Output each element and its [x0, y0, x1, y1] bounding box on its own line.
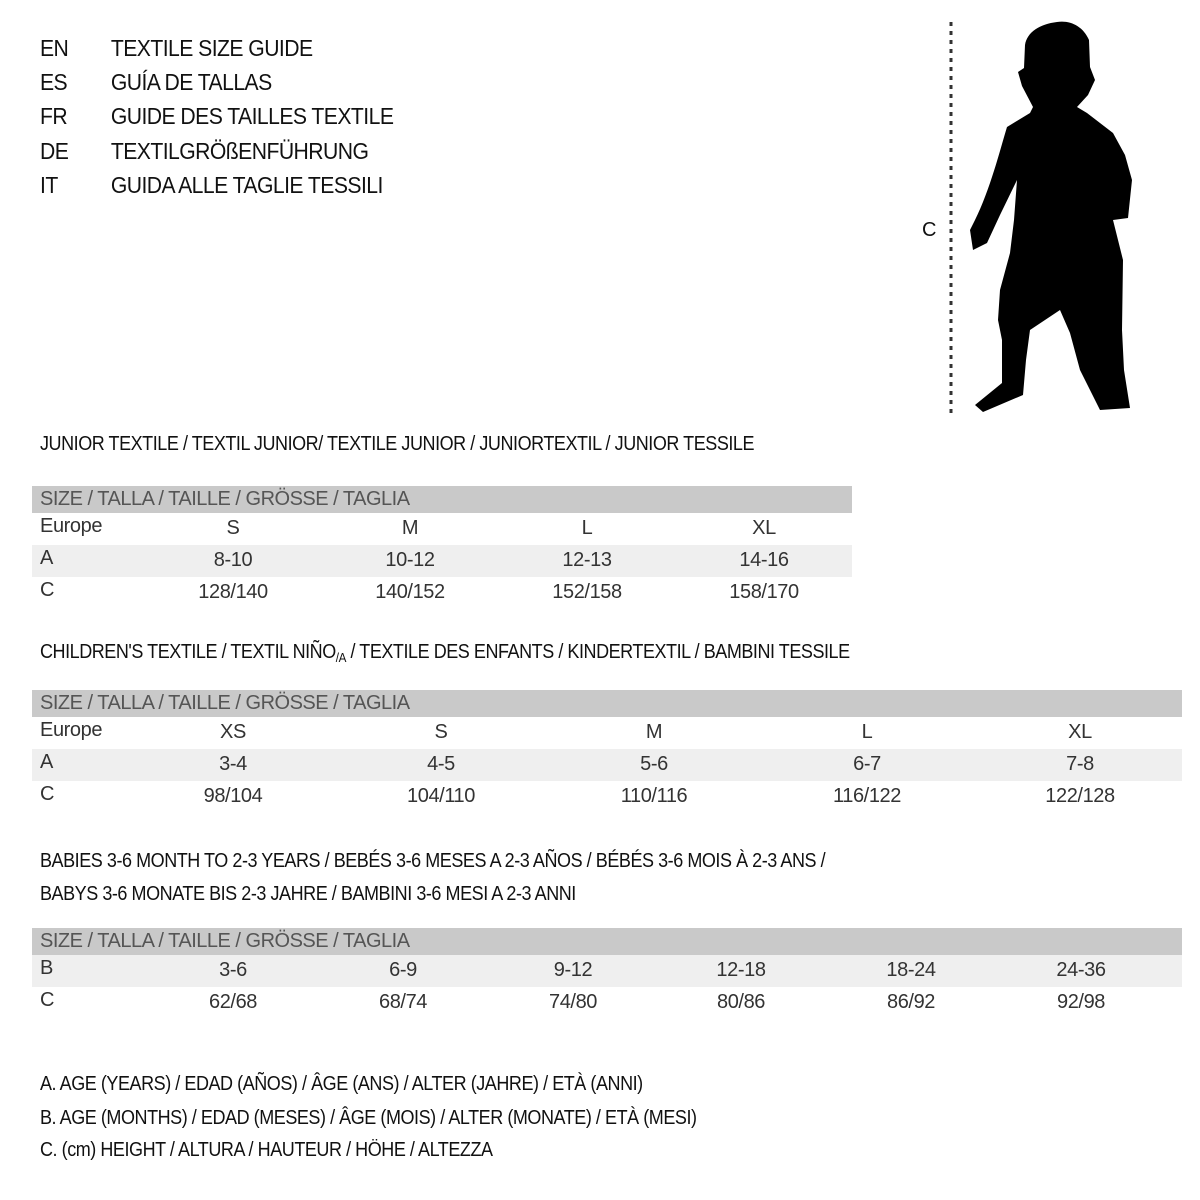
table-row: A 3-4 4-5 5-6 6-7 7-8	[32, 749, 1182, 781]
table-cell: 7-8	[1066, 753, 1094, 775]
table-cell: 10-12	[385, 549, 435, 571]
row-label: C	[40, 989, 55, 1011]
table-cell: 92/98	[1056, 991, 1106, 1013]
table-cell: 68/74	[378, 991, 428, 1013]
table-row: C 128/140 140/152 152/158 158/170	[32, 577, 852, 609]
table-cell: 110/116	[620, 785, 688, 807]
row-label: C	[40, 783, 55, 805]
row-label: Europe	[40, 515, 103, 537]
table-header: SIZE / TALLA / TAILLE / GRÖSSE / TAGLIA	[32, 928, 1182, 955]
table-cell: 8-10	[213, 549, 253, 571]
table-cell: 3-4	[219, 753, 247, 775]
title-text: CHILDREN'S TEXTILE / TEXTIL NIÑO	[40, 641, 336, 663]
children-section-title: CHILDREN'S TEXTILE / TEXTIL NIÑO/A / TEX…	[40, 641, 850, 665]
table-cell: XS	[220, 721, 246, 743]
legend-line-c: C. (cm) HEIGHT / ALTURA / HAUTEUR / HÖHE…	[40, 1139, 493, 1161]
table-row: C 98/104 104/110 110/116 116/122 122/128	[32, 781, 1182, 813]
legend-line-a: A. AGE (YEARS) / EDAD (AÑOS) / ÂGE (ANS)…	[40, 1073, 643, 1095]
table-header: SIZE / TALLA / TAILLE / GRÖSSE / TAGLIA	[32, 690, 1182, 717]
table-cell: 152/158	[552, 581, 622, 603]
table-cell: 4-5	[427, 753, 455, 775]
language-title: TEXTILE SIZE GUIDE	[110, 35, 313, 61]
row-label: A	[40, 751, 53, 773]
table-cell: 98/104	[203, 785, 263, 807]
table-cell: 62/68	[208, 991, 258, 1013]
row-label: C	[40, 579, 55, 601]
table-cell: XL	[1068, 721, 1092, 743]
language-line-it: IT GUIDA ALLE TAGLIE TESSILI	[40, 172, 383, 199]
table-cell: 86/92	[886, 991, 936, 1013]
language-code: ES	[40, 69, 68, 95]
table-cell: 24-36	[1056, 959, 1106, 981]
children-size-table: SIZE / TALLA / TAILLE / GRÖSSE / TAGLIA …	[32, 690, 1182, 813]
table-cell: 6-7	[853, 753, 881, 775]
language-title: GUIDA ALLE TAGLIE TESSILI	[110, 172, 384, 198]
table-row: Europe XS S M L XL	[32, 717, 1182, 749]
table-cell: L	[581, 517, 593, 539]
child-silhouette-figure	[949, 21, 1132, 414]
babies-section-title-line2: BABYS 3-6 MONATE BIS 2-3 JAHRE / BAMBINI…	[40, 883, 576, 905]
table-cell: S	[434, 721, 448, 743]
table-cell: 18-24	[886, 959, 936, 981]
table-row: B 3-6 6-9 9-12 12-18 18-24 24-36	[32, 955, 1182, 987]
language-line-es: ES GUÍA DE TALLAS	[40, 69, 272, 96]
language-line-fr: FR GUIDE DES TAILLES TEXTILE	[40, 103, 394, 130]
language-title: GUIDE DES TAILLES TEXTILE	[110, 103, 394, 129]
table-row: A 8-10 10-12 12-13 14-16	[32, 545, 852, 577]
language-title: GUÍA DE TALLAS	[110, 69, 272, 95]
row-label: Europe	[40, 719, 103, 741]
table-row: Europe S M L XL	[32, 513, 852, 545]
language-line-de: DE TEXTILGRÖßENFÜHRUNG	[40, 138, 369, 165]
junior-section-title: JUNIOR TEXTILE / TEXTIL JUNIOR/ TEXTILE …	[40, 433, 755, 455]
table-cell: 3-6	[219, 959, 247, 981]
table-cell: 14-16	[739, 549, 789, 571]
table-header: SIZE / TALLA / TAILLE / GRÖSSE / TAGLIA	[32, 486, 852, 513]
table-cell: 74/80	[548, 991, 598, 1013]
table-cell: 12-13	[562, 549, 612, 571]
table-cell: M	[401, 517, 419, 539]
table-cell: M	[645, 721, 663, 743]
babies-section-title-line1: BABIES 3-6 MONTH TO 2-3 YEARS / BEBÉS 3-…	[40, 850, 826, 872]
table-row: C 62/68 68/74 74/80 80/86 86/92 92/98	[32, 987, 1182, 1019]
table-cell: L	[861, 721, 873, 743]
table-cell: 128/140	[198, 581, 268, 603]
table-cell: 158/170	[729, 581, 799, 603]
language-code: EN	[40, 35, 69, 61]
table-cell: 12-18	[716, 959, 766, 981]
table-cell: 104/110	[406, 785, 476, 807]
table-cell: 9-12	[553, 959, 593, 981]
language-code: DE	[40, 138, 69, 164]
title-text: / TEXTILE DES ENFANTS / KINDERTEXTIL / B…	[345, 641, 850, 663]
title-subscript: /A	[335, 650, 347, 665]
language-code: FR	[40, 103, 68, 129]
language-title: TEXTILGRÖßENFÜHRUNG	[110, 138, 369, 164]
measure-label: C	[922, 219, 937, 241]
language-line-en: EN TEXTILE SIZE GUIDE	[40, 35, 313, 62]
language-code: IT	[40, 172, 58, 198]
junior-size-table: SIZE / TALLA / TAILLE / GRÖSSE / TAGLIA …	[32, 486, 852, 609]
row-label: B	[40, 957, 53, 979]
table-cell: 116/122	[832, 785, 902, 807]
table-cell: 140/152	[375, 581, 445, 603]
table-cell: 80/86	[716, 991, 766, 1013]
babies-size-table: SIZE / TALLA / TAILLE / GRÖSSE / TAGLIA …	[32, 928, 1182, 1019]
table-cell: S	[226, 517, 240, 539]
table-cell: 5-6	[640, 753, 668, 775]
legend-line-b: B. AGE (MONTHS) / EDAD (MESES) / ÂGE (MO…	[40, 1107, 697, 1129]
row-label: A	[40, 547, 53, 569]
table-cell: 6-9	[389, 959, 417, 981]
table-cell: 122/128	[1045, 785, 1115, 807]
child-silhouette-icon	[970, 21, 1132, 412]
table-cell: XL	[752, 517, 776, 539]
